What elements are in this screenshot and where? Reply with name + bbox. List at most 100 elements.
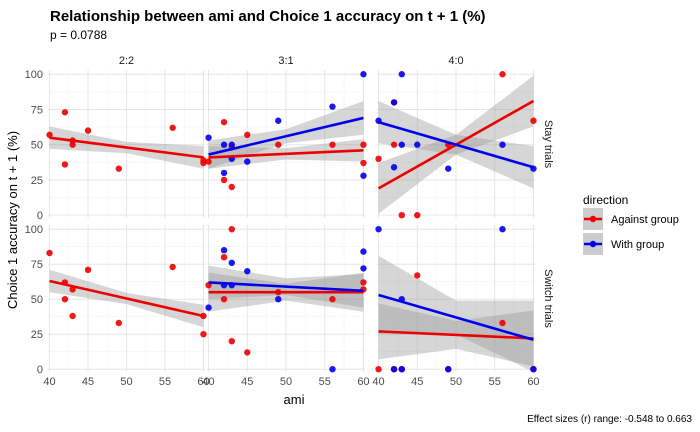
x-tick-label: 60 [527, 376, 539, 388]
x-tick-label: 55 [489, 376, 501, 388]
data-point [46, 249, 53, 257]
data-point [205, 158, 212, 165]
legend-title: direction [583, 193, 628, 207]
regression-line [208, 281, 364, 293]
data-point [414, 211, 421, 219]
data-point [398, 141, 405, 148]
data-point [220, 254, 228, 261]
data-point [530, 117, 537, 124]
data-point [499, 71, 506, 78]
data-point [228, 338, 235, 345]
data-point [414, 141, 421, 148]
panel [48, 225, 205, 372]
data-point [169, 263, 176, 271]
regression-line [49, 279, 204, 318]
x-tick-label: 40 [372, 376, 384, 388]
data-point [329, 141, 336, 148]
data-point [275, 296, 282, 303]
facet-panels: 2:2 3:1 4:0 Stay trials Switch trials 0 25 50 75… [25, 55, 554, 388]
data-point [360, 248, 367, 255]
y-tick-label: 25 [31, 329, 43, 341]
regression-line [378, 120, 534, 169]
data-point [228, 183, 235, 191]
data-point [375, 226, 382, 233]
regression-line [208, 149, 364, 159]
panel-data [46, 109, 207, 172]
data-point [220, 296, 228, 303]
data-point [244, 158, 251, 165]
data-point [390, 366, 398, 373]
data-point [375, 155, 382, 162]
data-point [228, 226, 235, 233]
data-point [329, 366, 336, 373]
y-tick-label: 50 [31, 140, 43, 152]
panel [377, 70, 535, 218]
x-tick-label: 55 [319, 376, 331, 388]
caption: Effect sizes (r) range: -0.548 to 0.663 [527, 414, 692, 425]
data-point [445, 165, 452, 172]
facet-label-row: Stay trials [542, 120, 554, 169]
x-tick-label: 40 [202, 376, 214, 388]
data-point [115, 165, 123, 172]
data-point [220, 169, 228, 177]
data-point [69, 312, 76, 320]
x-tick-label: 45 [241, 376, 253, 388]
data-point [398, 211, 405, 219]
data-point [275, 117, 282, 124]
regression-line [49, 136, 204, 159]
y-tick-label: 100 [25, 224, 43, 236]
data-point [530, 366, 537, 373]
x-tick-label: 45 [82, 376, 94, 388]
data-point [360, 71, 367, 78]
data-point [244, 268, 251, 275]
facet-label-col: 2:2 [119, 55, 134, 67]
regression-line [378, 293, 534, 342]
data-point [84, 266, 92, 273]
y-tick-label: 100 [25, 69, 43, 81]
panel-data [205, 226, 367, 373]
data-point [244, 349, 251, 356]
chart-title: Relationship between ami and Choice 1 ac… [50, 8, 486, 25]
panel-data [46, 249, 207, 338]
data-point [220, 247, 228, 254]
data-point [84, 127, 92, 134]
data-point [46, 131, 53, 139]
data-point [329, 296, 336, 303]
x-tick-label: 60 [197, 376, 209, 388]
facet-label-col: 4:0 [448, 55, 463, 67]
panel-data [375, 71, 537, 219]
x-tick-label: 50 [120, 376, 132, 388]
data-point [228, 141, 235, 148]
y-tick-label: 0 [37, 364, 43, 376]
panel-data [375, 226, 537, 373]
data-point [220, 176, 228, 184]
x-axis-title: ami [284, 392, 305, 407]
data-point [360, 141, 367, 148]
data-point [205, 304, 212, 311]
data-point [360, 159, 367, 167]
data-point [115, 319, 123, 327]
chart-subtitle: p = 0.0788 [50, 28, 107, 42]
data-point [329, 103, 336, 110]
data-point [360, 172, 367, 179]
data-point [228, 259, 235, 266]
data-point [360, 265, 367, 272]
y-tick-label: 75 [31, 259, 43, 271]
data-point [275, 141, 282, 148]
x-tick-label: 50 [450, 376, 462, 388]
data-point [375, 366, 382, 373]
x-tick-label: 50 [280, 376, 292, 388]
panel [48, 70, 205, 218]
data-point [61, 161, 69, 168]
data-point [499, 319, 506, 327]
data-point [390, 164, 398, 171]
data-point [499, 226, 506, 233]
data-point [390, 99, 398, 106]
y-tick-label: 50 [31, 294, 43, 306]
data-point [169, 124, 176, 131]
data-point [445, 366, 452, 373]
legend-label: Against group [611, 214, 679, 226]
panel-data [205, 71, 367, 191]
regression-line [208, 116, 364, 156]
legend-key-point [589, 240, 597, 248]
